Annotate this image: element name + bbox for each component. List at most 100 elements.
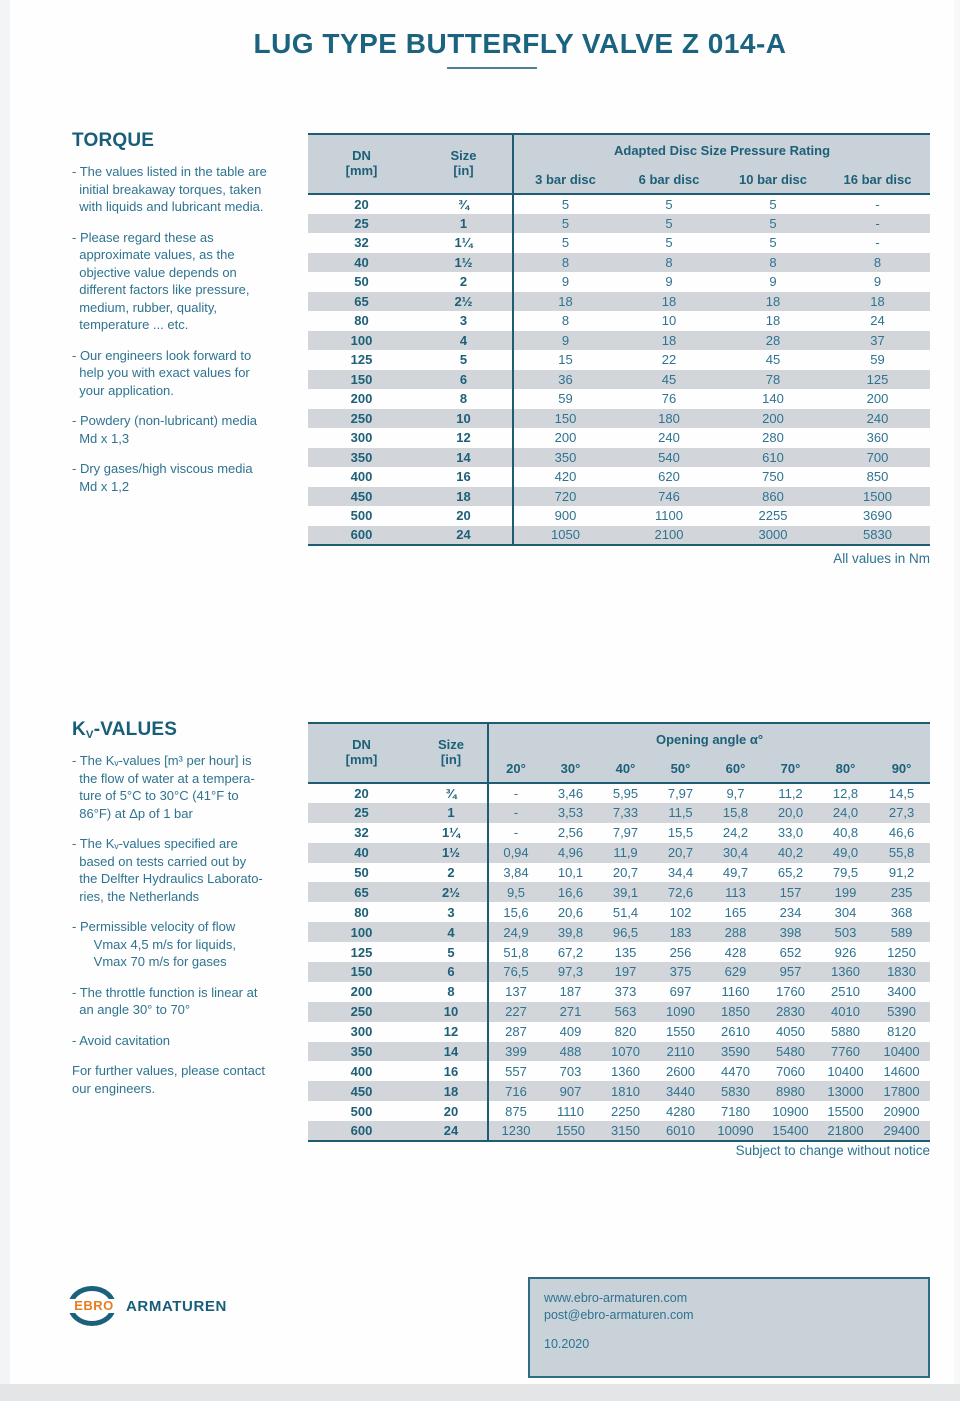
table-cell: 620 [658,469,680,485]
table-cell: 33,0 [777,825,804,841]
table-cell: - [875,196,880,212]
table-cell: 250 [308,1001,415,1022]
table-cell: 39,8 [543,922,598,943]
table-cell: 15400 [763,1121,818,1142]
table-row: 25 1-3,53 7,33 11,5 15,8 20,0 24,0 27,3 [308,802,931,823]
table-cell: 1160 [721,984,750,1000]
note-line: different factors like pressure, [72,282,250,297]
table-cell: 10 [661,313,677,329]
table-cell: 135 [614,944,637,960]
table-cell: 7,33 [598,802,653,823]
table-cell: 2 [459,274,468,290]
table-cell: 2100 [617,525,721,545]
table-cell: - [487,783,543,803]
table-cell: 11,9 [598,842,653,863]
table-cell: 350 [308,1041,415,1062]
table-cell: 503 [818,922,873,943]
table-cell: 926 [834,944,857,960]
table-cell: 1230 [487,1121,543,1142]
table-cell: 1¼ [441,825,461,841]
torque-notes-column: TORQUE - The values listed in the table … [72,130,322,508]
table-cell: 24 [870,313,885,329]
table-cell: 25 [308,802,415,823]
table-cell: 5830 [708,1081,763,1102]
table-cell: 3400 [887,984,916,1000]
table-cell: 5 [721,213,825,233]
table-cell: 5830 [825,525,931,545]
table-cell: 9 [873,274,882,290]
note-paragraph: - Permissible velocity of flow Vmax 4,5 … [72,918,322,971]
kv-notes: - The Kᵥ-values [m³ per hour] is the flo… [72,752,322,1097]
table-cell: 4 [415,922,488,943]
table-cell: 18 [721,291,825,311]
table-cell: 300 [350,1024,373,1040]
table-row: 125 5 15 22 45 59 [308,350,930,370]
table-cell: 500 [350,508,373,524]
table-cell: 10400 [827,1063,864,1079]
table-cell: 240 [825,408,931,428]
table-cell: 24,0 [818,802,873,823]
note-line: ture of 5°C to 30°C (41°F to [72,788,239,803]
kv-footnote: Subject to change without notice [735,1143,930,1158]
table-cell: 20 [456,508,471,524]
table-cell: 1830 [873,962,931,982]
table-cell: 32 [354,235,369,251]
table-cell: 5880 [831,1024,860,1040]
kv-col-30: 30° [543,749,598,783]
table-cell: 720 [512,486,617,506]
note-line: - The Kᵥ-values [m³ per hour] is [72,753,252,768]
table-cell: - [487,822,543,843]
table-cell: 97,3 [543,962,598,982]
torque-footnote: All values in Nm [833,551,930,566]
table-cell: 3000 [721,525,825,545]
table-row: 450 18 720 746 860 1500 [308,486,931,506]
table-cell: 125 [825,369,931,389]
table-cell: 12 [443,1024,459,1040]
table-cell: 150 [308,962,415,982]
table-cell: 12 [456,430,471,446]
table-cell: 5480 [763,1041,818,1062]
table-cell: 10400 [873,1041,931,1062]
footer-website: www.ebro-armaturen.com [544,1291,688,1305]
table-cell: 18 [617,291,721,311]
table-cell: 76,5 [487,962,543,982]
table-row: 300 12 200 240 280 360 [308,428,930,448]
table-cell: 860 [721,486,825,506]
table-cell: 51,8 [487,942,543,963]
note-line: our engineers. [72,1080,156,1096]
table-cell: 652 [779,944,802,960]
table-cell: 50 [354,865,369,880]
kv-col-40: 40° [598,749,653,783]
table-cell: 8 [617,252,721,272]
kv-col-dn: DN [mm] [308,723,415,783]
table-cell: 8 [825,252,931,272]
table-row: 32 1¼ -2,56 7,97 15,5 24,2 33,0 40,8 46,6 [308,822,930,843]
table-cell: 28 [721,330,825,350]
table-cell: 1070 [598,1041,653,1062]
note-paragraph: - Avoid cavitation [72,1032,322,1050]
table-cell: 20 [354,196,369,212]
table-cell: 11,2 [778,785,803,801]
note-paragraph: For further values, please contact our en… [72,1062,322,1097]
table-cell: 17800 [873,1081,931,1102]
table-cell: 27,3 [873,802,931,823]
note-line: - The throttle function is linear at [72,984,258,1000]
table-cell: 5 [512,233,617,253]
table-row: 80 3 15,6 20,6 51,4 102 165 234 304 368 [308,902,930,923]
note-line: Md x 1,3 [72,430,130,446]
table-cell: 51,4 [612,904,639,920]
table-cell: 557 [487,1061,543,1082]
table-cell: 4 [415,330,513,350]
page-title: LUG TYPE BUTTERFLY VALVE Z 014-A [253,28,787,59]
note-line: objective value depends on [72,264,237,280]
table-cell: 9 [769,274,777,290]
table-cell: 399 [487,1041,543,1062]
table-cell: 6 [415,369,513,389]
table-cell: 350 [512,447,617,467]
table-cell: 100 [308,330,415,350]
table-cell: 9 [665,274,673,290]
table-cell: 45 [765,352,781,368]
table-row: 125 5 51,8 67,2 135 256 428 652 926 1250 [308,942,930,963]
table-cell: 8 [512,311,617,331]
table-cell: 20,6 [557,904,584,920]
